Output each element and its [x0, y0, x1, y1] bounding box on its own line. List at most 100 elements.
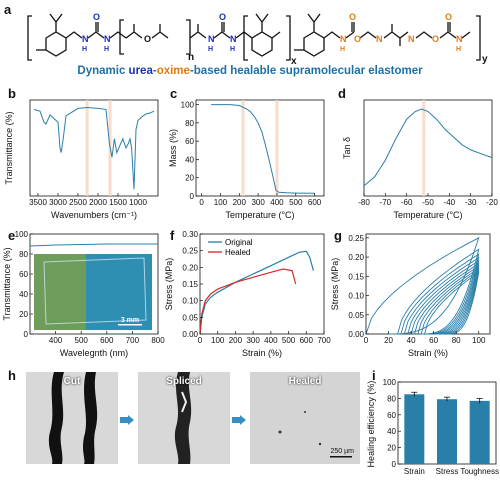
chart-b: 3500 3000 2500 2000 1500 1000 Wavenumbers (cm…	[4, 99, 159, 220]
f-xtick-label: 0	[198, 336, 203, 345]
panel-i-label: i	[372, 368, 376, 383]
e-scalebar: 3 mm	[121, 317, 139, 324]
e-xtick-label: 600	[100, 336, 114, 345]
svg-text:O: O	[219, 12, 226, 22]
svg-text:O: O	[445, 12, 452, 22]
c-ytick-label: 0	[190, 192, 195, 201]
d-xtick-label: -40	[444, 198, 456, 207]
f-legend: Original Healed	[208, 238, 253, 257]
svg-text:O: O	[354, 34, 361, 44]
i-bar-toughness	[469, 400, 490, 464]
svg-text:N: N	[456, 34, 463, 44]
chart-e: 3 mm 400 500 600 700 800 100 80 60 40 20 0 Waveleg…	[2, 230, 165, 358]
panel-c-label: c	[170, 86, 178, 101]
g-cycle-line	[424, 271, 480, 335]
g-cycle-line	[414, 265, 480, 335]
arrow-icon	[120, 412, 134, 425]
d-xtick-label: -30	[465, 198, 477, 207]
b-xtick-label: 3000	[49, 198, 67, 207]
chemical-structure: N H O N H O N H O N H N H O O N N O O N …	[27, 12, 488, 64]
photo-spliced: Spliced	[138, 372, 230, 464]
panel-e-label: e	[8, 228, 16, 243]
e-ytick-label: 40	[19, 290, 28, 299]
g-ytick-label: 0.05	[348, 311, 364, 320]
panel-h-label: h	[8, 368, 16, 383]
title-oxime: oxime	[156, 65, 190, 77]
svg-text:N: N	[376, 34, 383, 44]
svg-text:N: N	[82, 34, 89, 44]
e-xtick-label: 400	[49, 336, 63, 345]
chart-i: 0 20 40 60 80 100 Strain Stress Toughness Heali…	[366, 378, 499, 476]
e-ytick-label: 80	[19, 250, 28, 259]
f-ytick-label: 0.20	[182, 263, 198, 272]
d-xlabel: Temperature (°C)	[393, 210, 462, 220]
i-category-label: Toughness	[460, 467, 499, 476]
svg-text:O: O	[349, 12, 356, 22]
b-xtick-label: 2500	[69, 198, 87, 207]
g-ytick-label: 0.10	[348, 292, 364, 301]
g-cycle-line	[417, 267, 480, 335]
e-xlabel: Wavelegnth (nm)	[60, 348, 128, 358]
b-xtick-label: 2000	[89, 198, 107, 207]
svg-text:H: H	[208, 46, 213, 53]
e-ytick-label: 100	[15, 230, 29, 239]
subscript-n: n	[188, 52, 194, 63]
g-cycle-line	[397, 248, 480, 335]
photo-healed: Healed 250 µm	[250, 372, 360, 464]
i-ytick-label: 100	[383, 378, 397, 387]
d-xtick-label: -20	[486, 198, 498, 207]
g-xtick-label: 60	[429, 336, 438, 345]
svg-text:N: N	[340, 34, 347, 44]
f-ylabel: Stress (MPa)	[164, 258, 174, 311]
svg-text:O: O	[93, 12, 100, 22]
panel-f-label: f	[170, 228, 175, 243]
photo-cut: Cut	[26, 372, 118, 464]
i-ytick-label: 60	[387, 411, 396, 420]
c-xtick-label: 500	[289, 198, 303, 207]
i-category-label: Stress	[436, 467, 459, 476]
c-xtick-label: 400	[270, 198, 284, 207]
g-xtick-label: 80	[452, 336, 461, 345]
d-peak-band	[422, 100, 426, 196]
i-bar-strain	[404, 394, 425, 464]
i-category-label: Strain	[404, 467, 425, 476]
f-ytick-label: 0.05	[182, 313, 198, 322]
e-ytick-label: 60	[19, 270, 28, 279]
e-xtick-label: 700	[126, 336, 140, 345]
c-xtick-label: 0	[199, 198, 204, 207]
chart-g: 0 20 40 60 80 100 0.00 0.05 0.10 0.15 0.20 0.25 Str…	[330, 233, 491, 358]
c-xtick-label: 300	[251, 198, 265, 207]
g-cycle-line	[403, 256, 480, 335]
i-ytick-label: 80	[387, 394, 396, 403]
panel-b-label: b	[8, 86, 16, 101]
e-xtick-label: 800	[151, 336, 165, 345]
g-xtick-label: 20	[384, 336, 393, 345]
g-cycle-line	[410, 262, 480, 335]
c-xtick-label: 200	[233, 198, 247, 207]
f-ytick-label: 0.00	[182, 330, 198, 339]
c-highlight-band	[241, 100, 245, 196]
f-ytick-label: 0.15	[182, 280, 198, 289]
c-ytick-label: 100	[181, 101, 195, 110]
f-original-line	[199, 250, 314, 335]
i-bar-stress	[437, 399, 457, 464]
arrow-icon	[232, 412, 246, 425]
legend-original: Original	[225, 238, 253, 247]
material-title: Dynamic urea-oxime-based healable supram…	[0, 65, 500, 77]
i-ylabel: Healing efficiency (%)	[366, 381, 376, 468]
c-ytick-label: 80	[185, 119, 194, 128]
g-ytick-label: 0.00	[348, 330, 364, 339]
chart-f: Original Healed 0 100 200 300 400 500 600 7000.…	[164, 230, 331, 358]
b-highlight-band	[85, 100, 89, 196]
i-ytick-label: 40	[387, 427, 396, 436]
photo-spliced-label: Spliced	[166, 376, 202, 387]
c-ytick-label: 40	[185, 155, 194, 164]
e-ylabel: Transmittance (%)	[2, 247, 12, 320]
d-xtick-label: -80	[358, 198, 370, 207]
f-xtick-label: 300	[246, 336, 260, 345]
title-dash: -	[152, 65, 157, 77]
f-ytick-label: 0.30	[182, 230, 198, 239]
c-ylabel: Mass (%)	[168, 129, 178, 167]
f-xlabel: Strain (%)	[242, 348, 282, 358]
